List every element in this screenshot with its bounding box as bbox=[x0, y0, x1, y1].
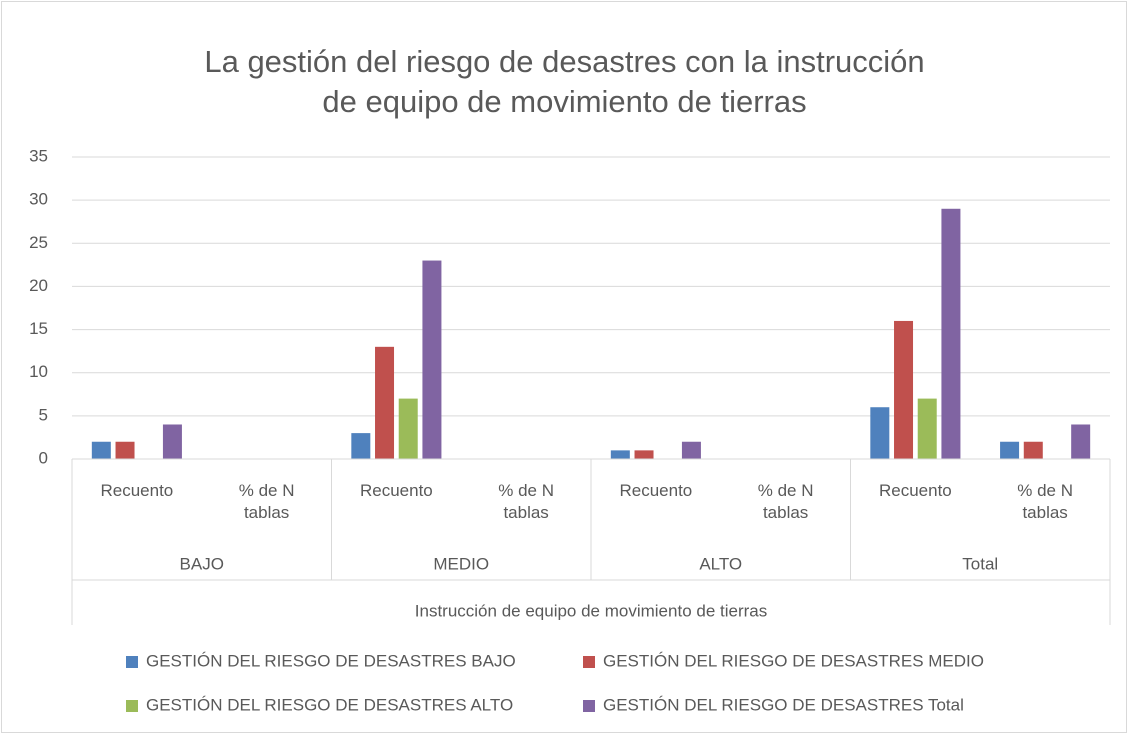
bar bbox=[1071, 424, 1091, 459]
bar bbox=[375, 346, 395, 459]
bar bbox=[634, 450, 654, 459]
x-tick-label: Recuento bbox=[878, 481, 952, 500]
x-tick-label: Recuento bbox=[359, 481, 433, 500]
legend-label: GESTIÓN DEL RIESGO DE DESASTRES MEDIO bbox=[603, 651, 984, 670]
bar bbox=[1023, 441, 1043, 459]
bar bbox=[1000, 441, 1020, 459]
bar bbox=[115, 441, 135, 459]
group-label: ALTO bbox=[699, 554, 742, 573]
y-tick-label: 25 bbox=[29, 233, 48, 252]
y-tick-label: 20 bbox=[29, 276, 48, 295]
bar bbox=[681, 441, 701, 459]
x-tick-label: % de N tablas bbox=[498, 481, 554, 522]
legend-swatch bbox=[583, 656, 595, 668]
group-label: MEDIO bbox=[433, 554, 489, 573]
x-tick-label: % de N tablas bbox=[1017, 481, 1073, 522]
legend-swatch bbox=[126, 700, 138, 712]
legend-label: GESTIÓN DEL RIESGO DE DESASTRES Total bbox=[603, 695, 964, 714]
legend-swatch bbox=[583, 700, 595, 712]
x-tick-label: Recuento bbox=[100, 481, 174, 500]
x-axis-title: Instrucción de equipo de movimiento de t… bbox=[415, 601, 767, 620]
bar bbox=[351, 433, 371, 459]
bar bbox=[610, 450, 630, 459]
bar bbox=[162, 424, 182, 459]
bar bbox=[91, 441, 111, 459]
y-tick-label: 35 bbox=[29, 146, 48, 165]
y-tick-label: 10 bbox=[29, 362, 48, 381]
chart-title: La gestión del riesgo de desastres con l… bbox=[204, 44, 925, 119]
group-label: BAJO bbox=[180, 554, 224, 573]
bar bbox=[870, 407, 890, 459]
bar bbox=[917, 398, 937, 459]
bar bbox=[941, 208, 961, 459]
legend-label: GESTIÓN DEL RIESGO DE DESASTRES ALTO bbox=[146, 695, 513, 714]
x-tick-label: % de N tablas bbox=[238, 481, 295, 522]
y-tick-label: 5 bbox=[39, 405, 48, 424]
y-tick-label: 0 bbox=[39, 448, 48, 467]
x-tick-label: Recuento bbox=[619, 481, 693, 500]
x-tick-label: % de N tablas bbox=[757, 481, 814, 522]
y-tick-label: 30 bbox=[29, 190, 48, 209]
group-label: Total bbox=[962, 554, 998, 573]
bar bbox=[894, 320, 914, 459]
legend-label: GESTIÓN DEL RIESGO DE DESASTRES BAJO bbox=[146, 651, 516, 670]
legend-swatch bbox=[126, 656, 138, 668]
bar bbox=[422, 260, 442, 459]
bar bbox=[398, 398, 418, 459]
y-tick-label: 15 bbox=[29, 319, 48, 338]
